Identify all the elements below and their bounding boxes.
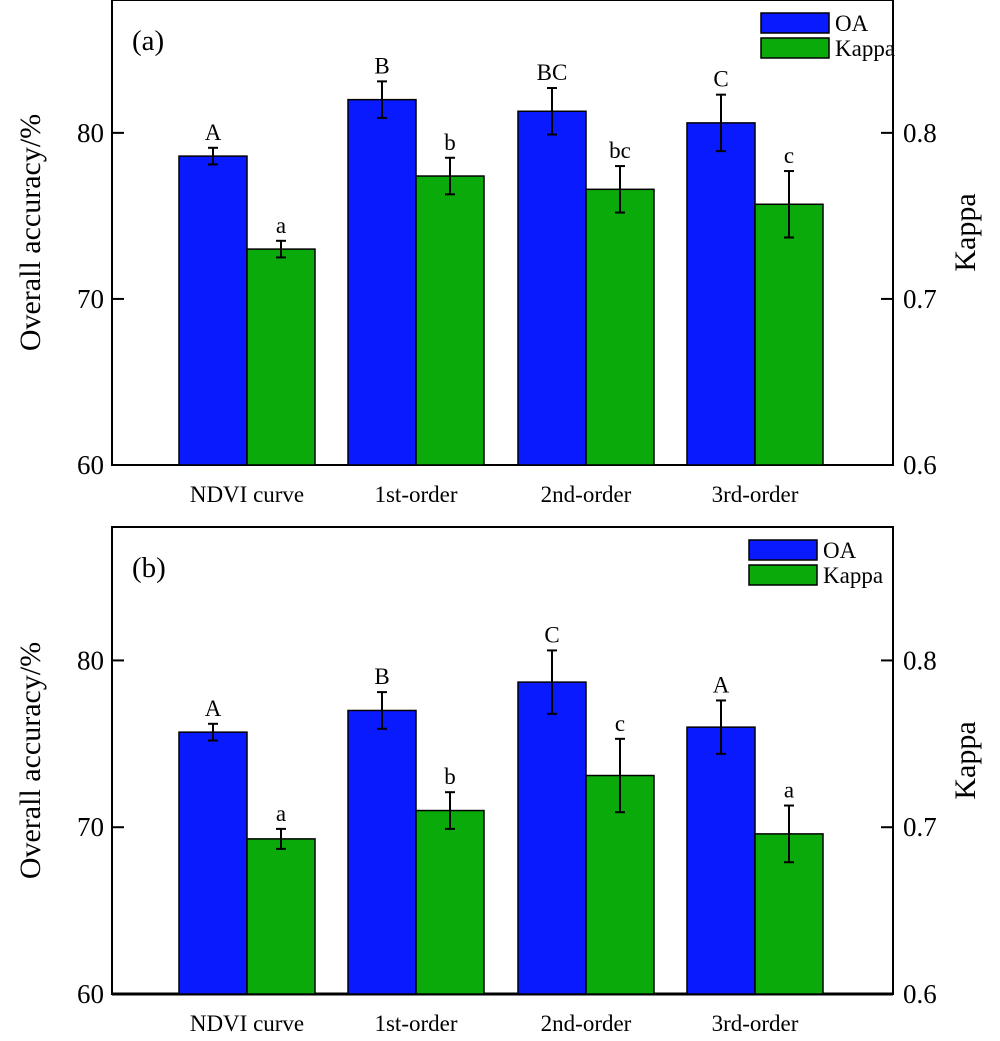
panel-b-significance-label: A [713, 672, 730, 697]
panel-b-left-tick-label: 70 [77, 812, 104, 842]
panel-b-y-axis-title: Overall accuracy/% [14, 642, 47, 879]
panel-b-left-tick-label: 60 [77, 979, 104, 1009]
panel-b-significance-label: a [276, 801, 286, 826]
panel-a-bar-kappa [246, 248, 316, 466]
panel-a-significance-label: a [276, 213, 286, 238]
panel-b-bar-oa [347, 709, 417, 995]
panel-b-right-tick-label: 0.6 [903, 979, 937, 1009]
panel-a-left-tick-label: 80 [77, 118, 104, 148]
panel-a-y-axis-title: Overall accuracy/% [14, 114, 47, 351]
panel-a-bar-kappa [585, 188, 655, 466]
panel-b-bar-kappa [415, 809, 485, 995]
panel-a-bar-kappa [754, 203, 824, 466]
panel-a-significance-label: A [205, 120, 222, 145]
panel-b-category-label: NDVI curve [190, 1011, 304, 1036]
panel-b-y-axis-title-right: Kappa [949, 721, 982, 799]
panel-a-left-tick-label: 70 [77, 284, 104, 314]
panel-a-right-tick-label: 0.6 [903, 450, 937, 480]
panel-a-bar-oa [347, 98, 417, 466]
panel-a-panel-label: (a) [132, 25, 164, 57]
panel-b-left-tick-label: 80 [77, 645, 104, 675]
panel-b-significance-label: A [205, 696, 222, 721]
panel-a-legend-swatch-kappa [760, 37, 830, 59]
panel-b-bar-oa [517, 681, 587, 995]
panel-b-significance-label: C [544, 622, 559, 647]
panel-a-significance-label: c [784, 143, 794, 168]
panel-b-significance-label: B [374, 664, 389, 689]
panel-b-category-label: 1st-order [374, 1011, 457, 1036]
panel-b-bar-kappa [246, 838, 316, 995]
panel-a-right-tick-label: 0.8 [903, 118, 937, 148]
panel-b-bar-oa [178, 731, 248, 995]
panel-b-significance-label: a [784, 778, 794, 803]
panel-b-legend-swatch-kappa [748, 564, 818, 586]
panel-b-panel-label: (b) [132, 552, 166, 584]
panel-a-significance-label: BC [537, 60, 568, 85]
panel-a-bar-oa [178, 155, 248, 466]
panel-a-legend-label-kappa: Kappa [835, 36, 895, 61]
panel-a-category-label: NDVI curve [190, 482, 304, 507]
panel-a-bar-oa [686, 122, 756, 466]
panel-a-significance-label: b [444, 130, 456, 155]
panel-a-significance-label: B [374, 53, 389, 78]
panel-a-bar-oa [517, 110, 587, 466]
panel-a-legend-swatch-oa [760, 12, 830, 34]
panel-a-category-label: 3rd-order [712, 482, 799, 507]
panel-a-legend-label-oa: OA [835, 11, 869, 36]
panel-b-significance-label: c [615, 711, 625, 736]
panel-a-bar-kappa [415, 175, 485, 466]
panel-b-bar-oa [686, 726, 756, 995]
panel-b-legend-swatch-oa [748, 539, 818, 561]
panel-b-legend-label-oa: OA [823, 538, 857, 563]
panel-a-category-label: 1st-order [374, 482, 457, 507]
panel-b-right-tick-label: 0.8 [903, 645, 937, 675]
panel-b-legend-label-kappa: Kappa [823, 563, 883, 588]
panel-a-right-tick-label: 0.7 [903, 284, 937, 314]
panel-b-significance-label: b [444, 764, 456, 789]
panel-a-category-label: 2nd-order [541, 482, 632, 507]
panel-b-right-tick-label: 0.7 [903, 812, 937, 842]
panel-b-category-label: 3rd-order [712, 1011, 799, 1036]
panel-b-category-label: 2nd-order [541, 1011, 632, 1036]
panel-a-significance-label: bc [609, 138, 631, 163]
panel-a-left-tick-label: 60 [77, 450, 104, 480]
panel-a-y-axis-title-right: Kappa [949, 193, 982, 271]
panel-a-significance-label: C [713, 67, 728, 92]
